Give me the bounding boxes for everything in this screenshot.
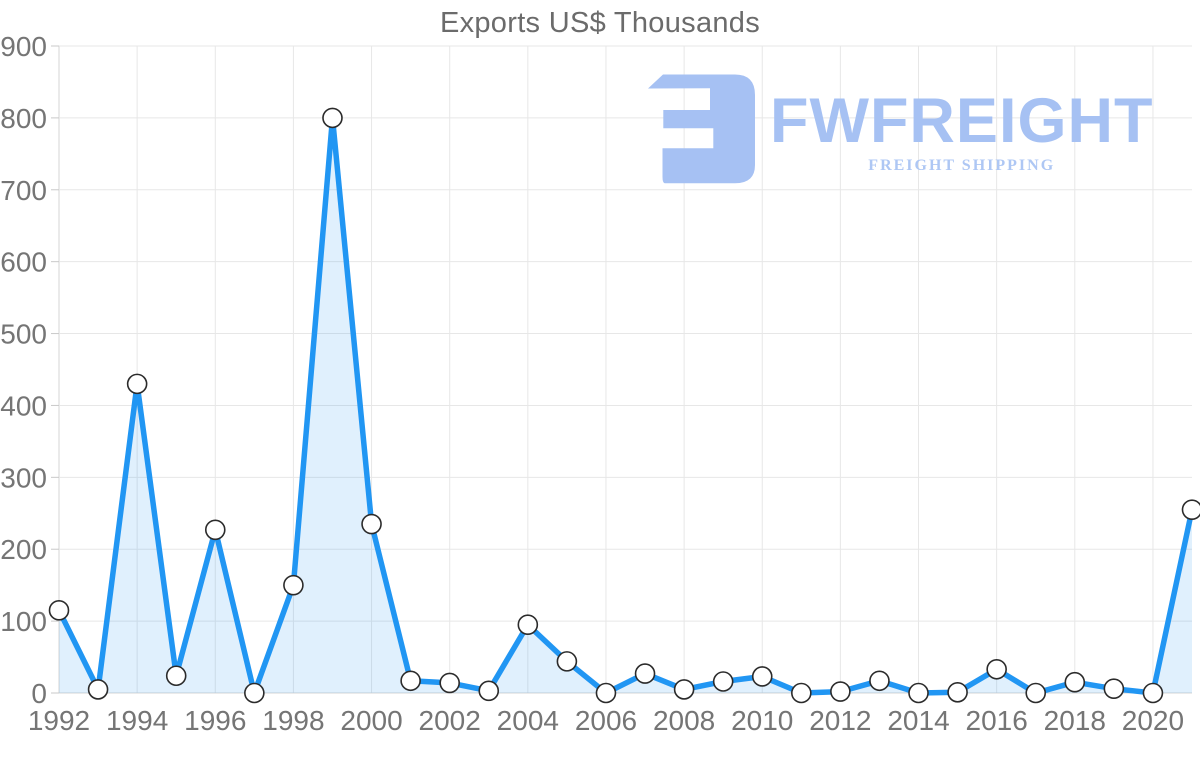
- x-axis-label: 2004: [497, 705, 559, 736]
- y-axis-label: 0: [31, 678, 47, 709]
- x-axis-label: 2014: [887, 705, 949, 736]
- data-point: [556, 651, 578, 672]
- data-point: [1025, 682, 1047, 704]
- data-point: [165, 665, 187, 687]
- data-point: [1103, 678, 1125, 699]
- data-point: [361, 513, 382, 535]
- x-axis-label: 1998: [262, 705, 324, 736]
- y-axis-label: 600: [0, 247, 47, 278]
- data-point: [947, 681, 968, 703]
- x-axis-label: 2012: [809, 705, 871, 736]
- data-point: [751, 666, 773, 687]
- y-axis-label: 700: [0, 175, 47, 206]
- logo-brand-text: FWFREIGHT: [770, 86, 1154, 156]
- data-point: [869, 670, 890, 692]
- x-axis-label: 2016: [966, 705, 1028, 736]
- y-axis-label: 500: [0, 319, 47, 350]
- y-axis-label: 800: [0, 103, 47, 134]
- data-point: [634, 663, 656, 684]
- x-axis-label: 2008: [653, 705, 715, 736]
- logo-text-block: FWFREIGHT FREIGHT SHIPPING: [770, 74, 1153, 175]
- data-point: [791, 682, 812, 704]
- data-point: [478, 680, 500, 702]
- data-point: [48, 600, 70, 621]
- data-point: [673, 679, 695, 700]
- data-point: [986, 658, 1007, 680]
- x-axis-label: 1994: [106, 705, 168, 736]
- data-point: [322, 107, 343, 129]
- x-axis-label: 1996: [184, 705, 246, 736]
- logo-tagline-text: FREIGHT SHIPPING: [868, 157, 1056, 174]
- data-point: [244, 682, 265, 704]
- chart-title: Exports US$ Thousands: [439, 7, 761, 39]
- x-axis-label: 2000: [340, 705, 402, 736]
- y-axis-label: 400: [0, 390, 47, 421]
- x-axis-label: 2020: [1122, 705, 1184, 736]
- y-axis-label: 900: [0, 31, 47, 62]
- data-point: [908, 682, 929, 704]
- data-point: [439, 672, 460, 694]
- y-axis-label: 300: [0, 462, 47, 493]
- data-point: [1181, 499, 1200, 520]
- x-axis-label: 2002: [419, 705, 481, 736]
- fwfreight-f-icon: [648, 74, 755, 184]
- data-point: [283, 574, 304, 596]
- data-point: [400, 670, 421, 692]
- x-axis-label: 2006: [575, 705, 637, 736]
- data-point: [595, 682, 617, 704]
- data-point: [517, 614, 539, 636]
- x-axis-label: 2010: [731, 705, 793, 736]
- data-point: [1064, 671, 1086, 693]
- data-point: [830, 681, 851, 702]
- data-point: [204, 519, 226, 541]
- data-point: [712, 671, 734, 692]
- y-axis-label: 200: [0, 534, 47, 565]
- data-point: [1142, 682, 1164, 704]
- fwfreight-logo: FWFREIGHT FREIGHT SHIPPING: [648, 74, 1153, 184]
- x-axis-label: 1992: [28, 705, 90, 736]
- y-axis-label: 100: [0, 606, 47, 637]
- area-fill: [59, 117, 1192, 693]
- data-point: [87, 679, 109, 700]
- x-axis-label: 2018: [1044, 705, 1106, 736]
- data-point: [126, 373, 148, 395]
